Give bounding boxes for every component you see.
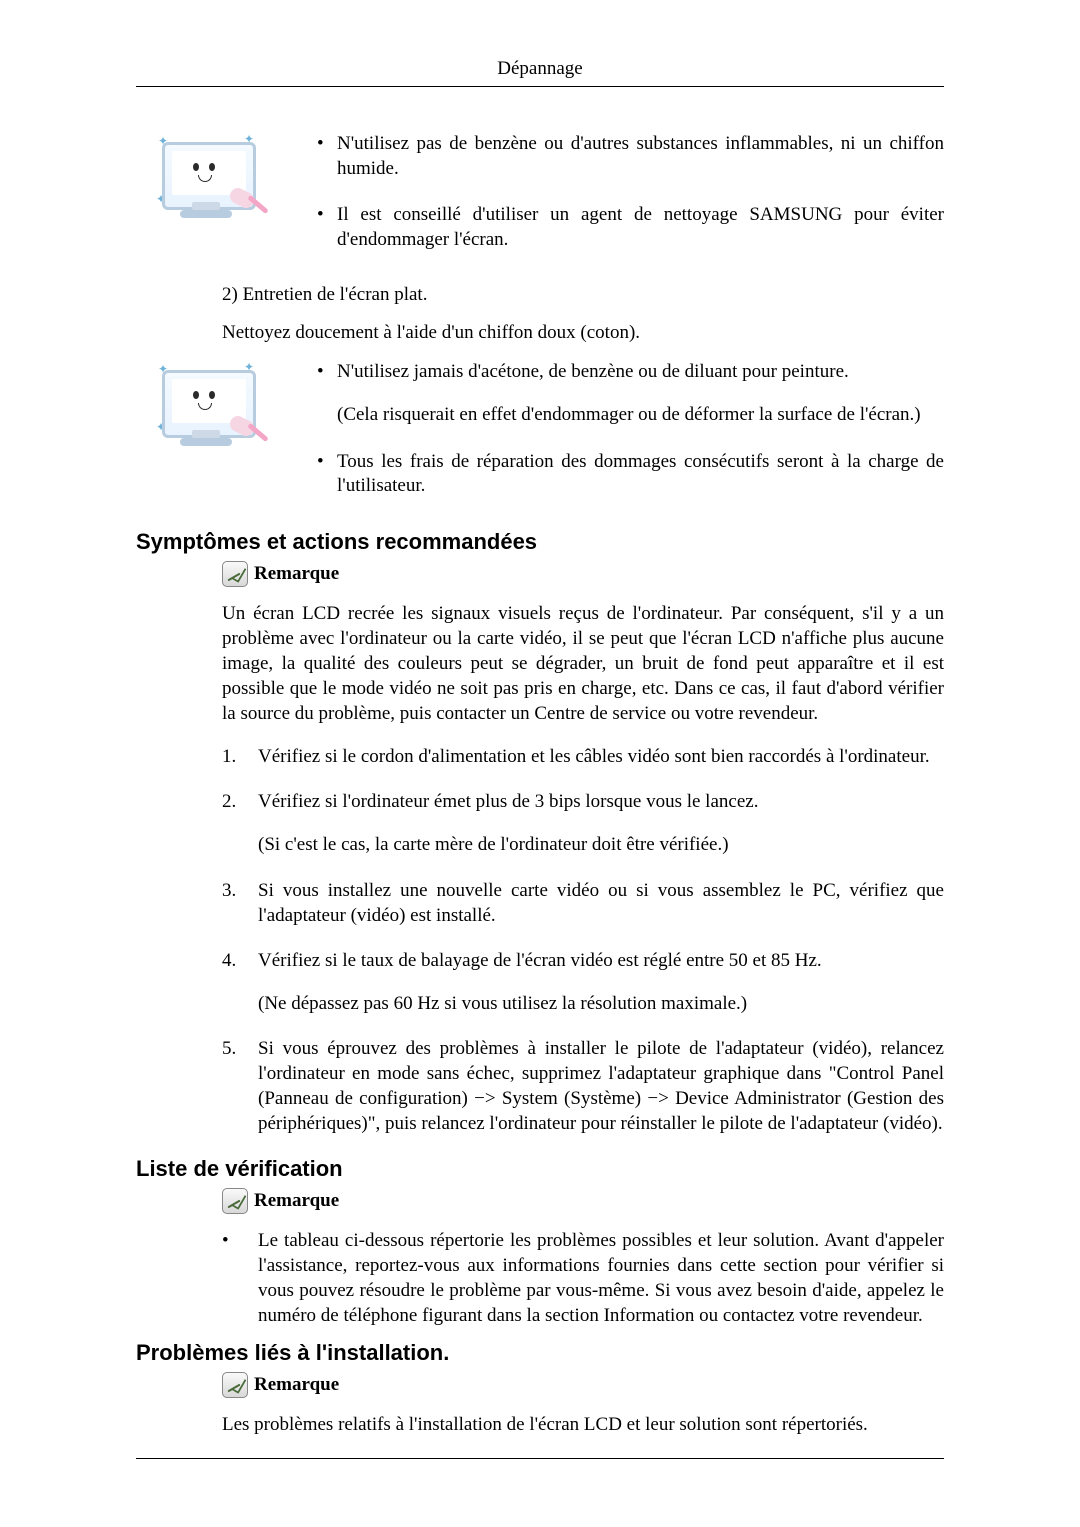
step-note: (Ne dépassez pas 60 Hz si vous utilisez … <box>258 991 944 1016</box>
bullet-text: N'utilisez jamais d'acétone, de benzène … <box>337 361 849 382</box>
install-paragraph: Les problèmes relatifs à l'installation … <box>136 1412 944 1437</box>
step-5: Si vous éprouvez des problèmes à install… <box>222 1036 944 1136</box>
bullet-list: N'utilisez pas de benzène ou d'autres su… <box>311 132 944 253</box>
note-icon <box>222 561 248 587</box>
step-1: Vérifiez si le cordon d'alimentation et … <box>222 744 944 769</box>
remark-label: Remarque <box>254 1374 339 1396</box>
numbered-steps: Vérifiez si le cordon d'alimentation et … <box>136 744 944 1136</box>
text-col: N'utilisez pas de benzène ou d'autres su… <box>311 132 944 275</box>
entretien-line: 2) Entretien de l'écran plat. <box>136 283 944 308</box>
illustration-col: ✦ ✦ ✦ <box>136 360 311 460</box>
remark-label: Remarque <box>254 563 339 585</box>
monitor-cleaning-icon: ✦ ✦ ✦ <box>156 132 276 232</box>
checklist-bullet: Le tableau ci-dessous répertorie les pro… <box>136 1228 944 1328</box>
remark-row: Remarque <box>136 1188 944 1214</box>
footer-rule <box>136 1458 944 1459</box>
step-2: Vérifiez si l'ordinateur émet plus de 3 … <box>222 789 944 857</box>
list-item: Le tableau ci-dessous répertorie les pro… <box>222 1228 944 1328</box>
illustration-col: ✦ ✦ ✦ <box>136 132 311 232</box>
remark-label: Remarque <box>254 1190 339 1212</box>
page: Dépannage ✦ ✦ ✦ N'utilisez pas de benzèn… <box>0 0 1080 1527</box>
section-heading-install: Problèmes liés à l'installation. <box>136 1340 944 1366</box>
monitor-cleaning-icon: ✦ ✦ ✦ <box>156 360 276 460</box>
bullet-list: N'utilisez jamais d'acétone, de benzène … <box>311 360 944 499</box>
block-cleaning-2: ✦ ✦ ✦ N'utilisez jamais d'acétone, de be… <box>136 360 944 521</box>
list-item: Il est conseillé d'utiliser un agent de … <box>311 203 944 252</box>
list-item: Tous les frais de réparation des dommage… <box>311 450 944 499</box>
remark-row: Remarque <box>136 561 944 587</box>
section-heading-checklist: Liste de vérification <box>136 1156 944 1182</box>
block-cleaning-1: ✦ ✦ ✦ N'utilisez pas de benzène ou d'aut… <box>136 132 944 275</box>
content-area: ✦ ✦ ✦ N'utilisez pas de benzène ou d'aut… <box>136 87 944 1438</box>
nettoyez-line: Nettoyez doucement à l'aide d'un chiffon… <box>136 321 944 346</box>
note-icon <box>222 1188 248 1214</box>
step-note: (Si c'est le cas, la carte mère de l'ord… <box>258 832 944 857</box>
text-col: N'utilisez jamais d'acétone, de benzène … <box>311 360 944 521</box>
paren-note: (Cela risquerait en effet d'endommager o… <box>337 403 944 428</box>
page-header-title: Dépannage <box>136 58 944 80</box>
step-3: Si vous installez une nouvelle carte vid… <box>222 878 944 928</box>
section-heading-symptoms: Symptômes et actions recommandées <box>136 529 944 555</box>
footer <box>136 1458 944 1459</box>
step-text: Vérifiez si l'ordinateur émet plus de 3 … <box>258 791 758 812</box>
step-4: Vérifiez si le taux de balayage de l'écr… <box>222 948 944 1016</box>
list-item: N'utilisez jamais d'acétone, de benzène … <box>311 360 944 427</box>
note-icon <box>222 1372 248 1398</box>
remark-row: Remarque <box>136 1372 944 1398</box>
list-item: N'utilisez pas de benzène ou d'autres su… <box>311 132 944 181</box>
step-text: Vérifiez si le taux de balayage de l'écr… <box>258 950 822 971</box>
symptoms-paragraph: Un écran LCD recrée les signaux visuels … <box>136 601 944 726</box>
